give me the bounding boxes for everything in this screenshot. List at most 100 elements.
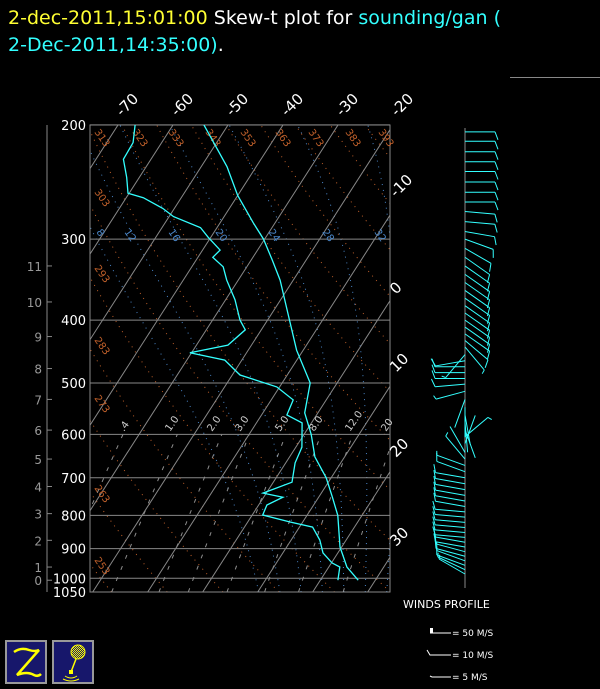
barb-feather [433, 470, 436, 479]
pressure-label: 200 [61, 119, 86, 134]
barb-shaft [438, 558, 466, 575]
barb-shaft [464, 282, 490, 301]
legend-10-icon [426, 649, 451, 656]
divider [510, 77, 600, 78]
barb-shaft [436, 454, 466, 466]
barb-shaft [437, 556, 466, 571]
dry-adiabat-label: 333 [166, 127, 186, 149]
barb-shaft [436, 460, 466, 473]
barb-shaft [464, 305, 490, 324]
height-label: 0 [34, 574, 42, 588]
wind-barb [464, 340, 489, 369]
barb-shaft [435, 529, 466, 533]
wind-barb [464, 297, 491, 324]
wind-barb [465, 201, 499, 211]
wind-barb [432, 500, 466, 513]
barb-shaft [464, 247, 492, 264]
isotherm-line [90, 125, 174, 256]
wind-barb [465, 151, 499, 160]
wind-barb [464, 256, 491, 283]
barb-feather [431, 358, 436, 367]
pressure-label: 800 [61, 509, 86, 524]
isotherm-line [90, 125, 339, 512]
title-line-1: 2-dec-2011,15:01:00 Skew-t plot for soun… [8, 6, 501, 30]
height-label: 10 [27, 296, 42, 310]
height-label: 4 [34, 480, 42, 494]
barb-feather [486, 344, 491, 353]
dry-adiabat-line [90, 419, 224, 592]
barb-shaft [464, 290, 490, 309]
wind-barb [433, 481, 466, 496]
profiles [122, 125, 359, 581]
barb-shaft [464, 326, 490, 345]
dry-adiabat-label: 253 [92, 555, 112, 577]
wind-barb [431, 370, 465, 379]
barb-shaft [464, 333, 490, 352]
barb-shaft [464, 346, 485, 371]
barb-shaft [435, 483, 466, 491]
barb-feather [494, 141, 499, 150]
barb-half-feather [438, 554, 441, 560]
mixing-ratio-line [298, 434, 354, 592]
barb-feather [484, 359, 489, 369]
mixing-ratio-line [90, 434, 124, 511]
height-label: 3 [34, 508, 42, 522]
isotherm-line [202, 299, 390, 592]
wind-barb [464, 230, 497, 246]
wind-barb [464, 415, 476, 444]
wind-barb [436, 452, 466, 473]
wind-barb [465, 171, 499, 180]
moist-adiabat-label: 28 [320, 227, 336, 244]
barb-shaft [449, 426, 466, 453]
barb-shaft [435, 536, 466, 543]
isotherm-line [423, 125, 600, 592]
barb-feather [433, 492, 436, 502]
barb-feather [486, 337, 491, 346]
moist-adiabat-line [297, 125, 368, 592]
wind-barb [432, 521, 466, 533]
wind-barb [433, 492, 466, 507]
pressure-label: 400 [61, 314, 86, 329]
barb-feather [431, 370, 436, 379]
barb-shaft [464, 273, 490, 292]
winds-profile [430, 128, 499, 588]
isotherm-line [90, 125, 229, 341]
dewpoint-line [122, 125, 341, 581]
height-label: 1 [34, 561, 42, 575]
wind-barb [464, 312, 491, 339]
winds-legend: WINDS PROFILE = 50 M/S = 10 M/S = 5 M/S [403, 598, 494, 683]
barb-feather [494, 224, 498, 233]
barb-feather [494, 171, 499, 180]
z-logo-icon[interactable] [5, 640, 47, 684]
barb-feather [494, 131, 499, 141]
wind-barb [433, 475, 466, 491]
wind-barb [464, 290, 491, 317]
barb-shaft [435, 534, 466, 538]
pressure-label: 500 [61, 377, 86, 392]
wind-barb [464, 282, 491, 309]
wind-barb [441, 354, 466, 379]
barb-half-feather [487, 416, 492, 420]
station-name: sounding/gan ( [358, 7, 502, 29]
barb-shaft [435, 383, 466, 388]
barb-feather [494, 181, 499, 191]
moist-adiabat-label: 24 [266, 227, 282, 244]
background-lines [90, 125, 600, 592]
height-label: 2 [34, 534, 42, 548]
barb-shaft [435, 519, 466, 523]
observation-time: 2-Dec-2011,14:35:00) [8, 34, 218, 56]
run-time: 2-dec-2011,15:01:00 [8, 7, 208, 29]
barb-shaft [464, 210, 495, 215]
wind-barb [432, 511, 466, 523]
barb-shaft [435, 489, 466, 496]
wind-barb [464, 238, 494, 258]
wind-barb [464, 273, 491, 300]
barb-shaft [435, 543, 466, 553]
barb-shaft [464, 238, 494, 250]
balloon-logo-icon[interactable] [52, 640, 94, 684]
pressure-label: 900 [61, 543, 86, 558]
barb-feather [494, 201, 499, 211]
legend-50-icon [430, 628, 451, 634]
legend-5-icon [429, 675, 451, 678]
isotherm-label: 0 [386, 278, 405, 297]
